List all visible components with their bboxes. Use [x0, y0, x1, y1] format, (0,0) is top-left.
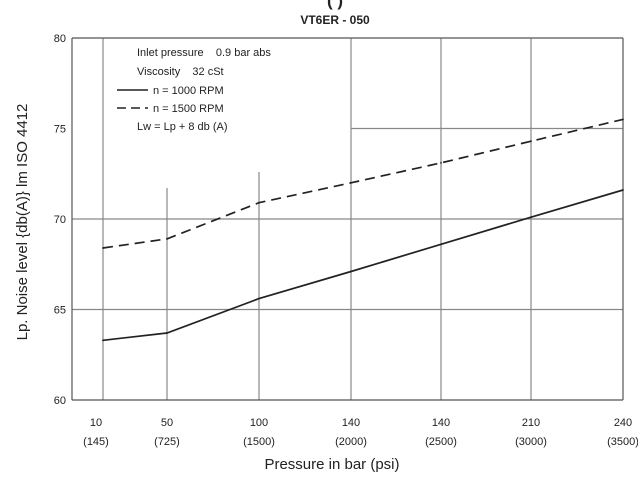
x-tick-psi-2: (1500): [243, 436, 275, 448]
y-tick-70: 70: [54, 214, 66, 226]
x-tick-psi-1: (725): [154, 436, 180, 448]
x-tick-bar-1: 50: [161, 417, 173, 429]
series-1-point-0: [102, 247, 104, 249]
series-1-point-1: [166, 238, 168, 240]
series-layer: [102, 118, 624, 342]
legend-label-1000rpm: n = 1000 RPM: [153, 85, 224, 97]
annotation-inlet-pressure: Inlet pressure 0.9 bar abs: [137, 47, 271, 59]
chart-title-partial: ( ): [327, 0, 343, 10]
plot-frame: [71, 37, 624, 401]
x-tick-psi-5: (3000): [515, 436, 547, 448]
series-line-0: [102, 189, 624, 342]
series-1-point-6: [622, 118, 624, 121]
x-tick-bar-2: 100: [250, 417, 268, 429]
series-0-point-0: [102, 339, 104, 342]
x-axis-label: Pressure in bar (psi): [264, 456, 399, 473]
y-tick-75: 75: [54, 124, 66, 136]
series-1-point-3: [350, 181, 352, 184]
x-tick-bar-0: 10: [90, 417, 102, 429]
y-axis-label: Lp. Noise level {db(A)} lm ISO 4412: [14, 104, 31, 341]
series-1-point-4: [440, 162, 442, 164]
chart-subtitle: VT6ER - 050: [300, 13, 370, 27]
series-line-1: [102, 118, 624, 249]
y-axis-ticks: 60 65 70 75 80: [54, 33, 66, 407]
series-1-point-2: [258, 201, 260, 204]
x-tick-bar-3: 140: [342, 417, 360, 429]
grid-lines: [72, 38, 623, 400]
x-tick-bar-4: 140: [432, 417, 450, 429]
x-axis-ticks: 10 (145) 50 (725) 100 (1500) 140 (2000) 140 (2500…: [83, 417, 638, 448]
x-tick-bar-5: 210: [522, 417, 540, 429]
annotation-lw-formula: Lw = Lp + 8 db (A): [137, 121, 228, 133]
y-tick-60: 60: [54, 395, 66, 407]
x-tick-psi-3: (2000): [335, 436, 367, 448]
x-tick-psi-0: (145): [83, 436, 109, 448]
series-0-point-4: [440, 243, 442, 246]
series-1-point-5: [530, 140, 532, 143]
series-0-point-6: [622, 189, 624, 191]
y-tick-65: 65: [54, 305, 66, 317]
x-tick-psi-4: (2500): [425, 436, 457, 448]
series-0-point-3: [350, 270, 352, 273]
series-0-point-1: [166, 332, 168, 334]
legend-label-1500rpm: n = 1500 RPM: [153, 103, 224, 115]
x-tick-bar-6: 240: [614, 417, 632, 429]
legend-box: Inlet pressure 0.9 bar abs Viscosity 32 …: [117, 47, 271, 133]
series-0-point-2: [258, 297, 260, 300]
x-tick-psi-6: (3500): [607, 436, 638, 448]
annotation-viscosity: Viscosity 32 cSt: [137, 66, 224, 78]
series-0-point-5: [530, 216, 532, 219]
y-tick-80: 80: [54, 33, 66, 45]
